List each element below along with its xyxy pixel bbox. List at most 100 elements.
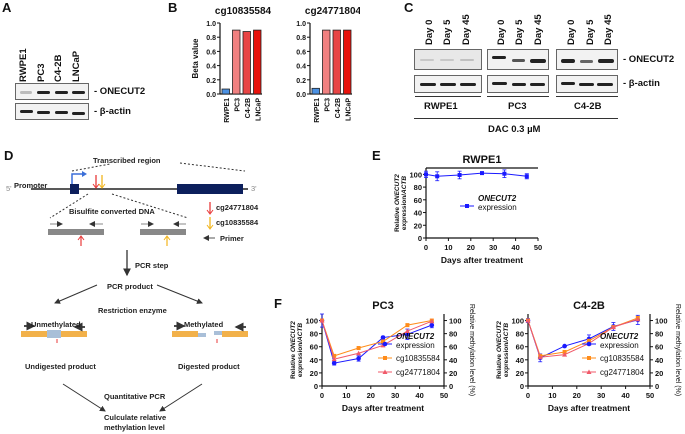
- panel-label-c: C: [404, 0, 414, 15]
- data-point: [380, 335, 386, 340]
- y2-axis-label: Relative methylation level (%): [674, 304, 681, 396]
- band: [492, 56, 506, 59]
- x-tick-label: 10: [342, 391, 350, 400]
- y-tick-label: 60: [414, 196, 422, 205]
- band: [55, 91, 68, 94]
- group-label-pc3: PC3: [508, 101, 527, 112]
- x-tick-label: 0: [424, 243, 428, 252]
- x-tick-label: 40: [415, 391, 423, 400]
- y-tick-label: 0.6: [296, 49, 306, 56]
- x-tick-label: 20: [467, 243, 475, 252]
- lane-label: Day 45: [603, 14, 614, 45]
- legend-label: expression: [600, 341, 639, 350]
- band: [561, 59, 575, 63]
- x-tick-label: C4-2B: [335, 98, 342, 118]
- panel-label-e: E: [372, 148, 381, 163]
- blot-actin-pc3: [487, 75, 549, 93]
- bar: [311, 87, 320, 95]
- bar: [322, 29, 331, 95]
- y-tick-label: 1.0: [296, 21, 306, 28]
- chart-title: PC3: [372, 300, 393, 312]
- x-tick-label: LNCaP: [255, 98, 262, 121]
- group-label-c42b: C4-2B: [574, 101, 602, 112]
- data-point: [356, 356, 361, 361]
- y-tick-label: 40: [310, 356, 318, 365]
- x-tick-label: PC3: [234, 98, 241, 112]
- y-tick-label: 60: [310, 343, 318, 352]
- qpcr-label: Quantitative PCR: [104, 392, 166, 401]
- row-label-beta-actin: - β-actin: [623, 78, 660, 89]
- y-tick-label: 100: [305, 317, 318, 326]
- y2-tick-label: 100: [449, 317, 462, 326]
- bar: [343, 29, 352, 95]
- y-tick-label: 0: [418, 234, 422, 243]
- tss-arrow-icon: [71, 173, 84, 184]
- data-point: [331, 360, 337, 366]
- band: [598, 59, 614, 63]
- x-axis-label: Days after treatment: [441, 255, 523, 265]
- band: [530, 83, 545, 86]
- y-tick-label: 1.0: [206, 21, 216, 28]
- legend-label: cg10835584: [600, 354, 645, 363]
- y2-tick-label: 20: [655, 369, 663, 378]
- group-label-rwpe1: RWPE1: [424, 101, 458, 112]
- band: [420, 59, 434, 61]
- digested-dna-icon: [172, 331, 198, 337]
- methylation-assay-diagram: [21, 162, 248, 412]
- blot-actin-rwpe1: [414, 75, 482, 93]
- y-tick-label: 20: [414, 221, 422, 230]
- exon-box: [177, 184, 243, 194]
- x-tick-label: 0: [526, 391, 530, 400]
- blot-actin-c42b: [556, 75, 618, 93]
- lane-label: Day 0: [496, 19, 507, 45]
- x-tick-label: C4-2B: [245, 98, 252, 118]
- legend-label: ONECUT2: [478, 194, 517, 203]
- three-prime-label: 3': [251, 184, 257, 193]
- x-tick-label: 30: [391, 391, 399, 400]
- x-tick-label: RWPE1: [314, 98, 321, 123]
- data-point: [562, 352, 568, 357]
- y2-tick-label: 100: [655, 317, 668, 326]
- y-tick-label: 100: [409, 170, 422, 179]
- data-point: [610, 324, 616, 330]
- y-axis-label-line2: expression/ACTB: [503, 323, 510, 377]
- data-point: [586, 369, 592, 374]
- y2-tick-label: 60: [449, 343, 457, 352]
- band: [440, 59, 454, 61]
- calc-label-line2: methylation level: [104, 423, 165, 432]
- panel-label-f: F: [274, 296, 282, 311]
- bar: [232, 29, 241, 95]
- lane-label: PC3: [36, 63, 47, 82]
- x-tick-label: 50: [534, 243, 542, 252]
- series-line: [527, 318, 638, 358]
- y-axis-label: Relative ONECUT2: [394, 174, 401, 232]
- y-tick-label: 0.4: [296, 64, 306, 71]
- band: [580, 60, 593, 63]
- y-axis-label: Relative ONECUT2: [496, 321, 503, 379]
- bisulfite-label: Bisulfite converted DNA: [69, 207, 155, 216]
- data-point: [465, 204, 469, 208]
- blot-beta-actin: [15, 103, 89, 120]
- x-tick-label: 10: [548, 391, 556, 400]
- data-point: [562, 343, 567, 349]
- band: [561, 82, 575, 85]
- legend-label: expression: [478, 203, 517, 212]
- series-line: [321, 320, 432, 364]
- legend-label: ONECUT2: [600, 332, 639, 341]
- panel-label-b: B: [168, 0, 178, 15]
- data-point: [635, 316, 641, 322]
- y2-tick-label: 40: [449, 356, 457, 365]
- band: [72, 91, 85, 94]
- lane-label: Day 0: [424, 19, 435, 45]
- panel-label-a: A: [2, 0, 12, 15]
- series-line: [321, 320, 432, 360]
- x-tick-label: 30: [597, 391, 605, 400]
- band: [492, 82, 507, 85]
- line-chart-rwpe1: RWPE1 0 20 40 60 80 100 0 10 20 30 40 50 Days after t…: [394, 154, 542, 265]
- lane-label: C4-2B: [53, 54, 64, 82]
- legend-label: cg10835584: [396, 354, 441, 363]
- series-line: [425, 172, 527, 177]
- x-tick-label: PC3: [324, 98, 331, 112]
